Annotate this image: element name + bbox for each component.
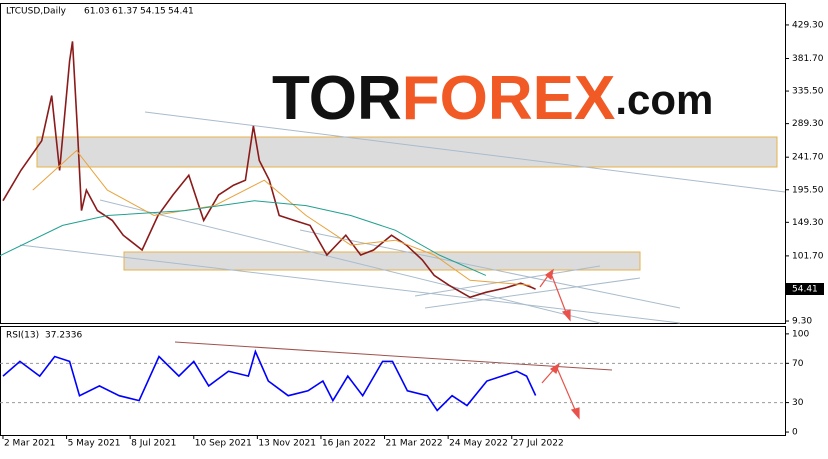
trend-line [414,265,601,297]
series-line [0,200,487,276]
y-tick-label: 101.70 [792,251,824,261]
trend-line [299,229,681,309]
close: 54.41 [168,7,194,17]
arrow [551,275,568,316]
y-tick-label: 289.30 [792,119,824,129]
series-line [2,349,537,412]
x-tick-label: 24 May 2022 [449,439,508,449]
watermark: TORFOREX.com [272,64,713,133]
x-tick-label: 13 Nov 2021 [258,439,316,449]
x-tick-label: 2 Mar 2021 [4,439,55,449]
symbol: LTCUSD,Daily [6,7,67,17]
support-zone [123,251,641,271]
y-tick-label: 381.70 [792,54,824,64]
rsi-name: RSI(13) [6,331,39,341]
resistance-zone [36,136,778,168]
forecast-arrows [539,268,580,420]
x-tick-label: 5 May 2021 [68,439,121,449]
rsi-value: 37.2336 [45,331,82,341]
high: 61.37 [112,7,138,17]
x-tick-label: 27 Jul 2022 [513,439,564,449]
rsi-trend-line [174,341,613,371]
watermark-part: TOR [272,64,402,133]
rsi-panel [0,326,786,436]
x-tick-label: 8 Jul 2021 [131,439,176,449]
arrow-head [570,407,580,420]
y-tick-label: 30 [792,398,804,408]
arrow [556,367,577,413]
y-tick-label: 9.30 [792,317,812,327]
trend-line [424,277,641,309]
y-tick-label: 100 [792,329,809,339]
y-tick-label: 241.70 [792,153,824,163]
low: 54.15 [140,7,166,17]
y-tick-label: 195.50 [792,185,824,195]
trend-line [99,199,601,324]
y-tick-label: 0 [792,428,798,438]
x-tick-label: 10 Sep 2021 [195,439,252,449]
watermark-part: FOREX [402,64,616,133]
x-tick-label: 16 Jan 2022 [322,439,376,449]
y-tick-label: 429.30 [792,20,824,30]
trend-line [144,111,786,193]
open: 61.03 [84,7,110,17]
price-panel [0,3,786,324]
y-tick-label: 70 [792,359,804,369]
y-tick-label: 335.50 [792,87,824,97]
arrow-head [561,309,571,322]
arrow-head [545,268,554,281]
series-line [32,149,531,286]
watermark-part: .com [615,76,713,123]
price-marker [786,283,824,295]
y-tick-label: 149.30 [792,218,824,228]
price-marker-label: 54.41 [792,285,818,295]
x-tick-label: 21 Mar 2022 [386,439,443,449]
series-line [2,41,536,299]
